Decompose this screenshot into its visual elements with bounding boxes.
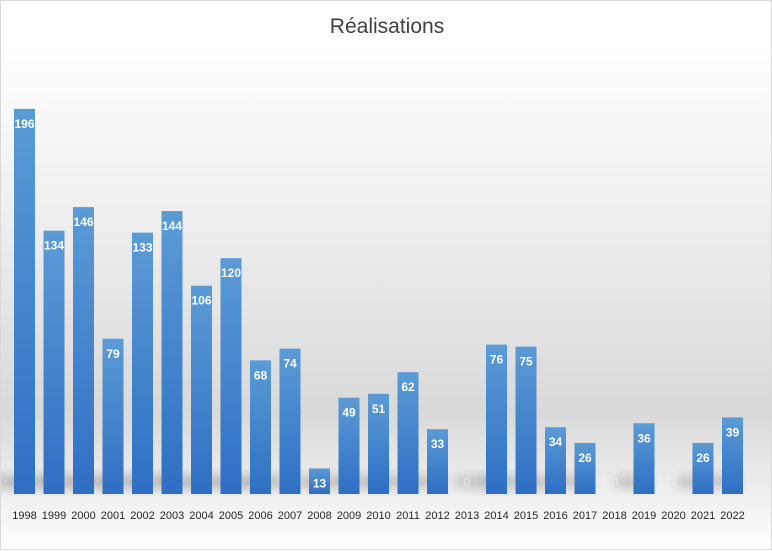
x-tick-label-2017: 2017: [573, 510, 597, 522]
bar-2019: [633, 423, 655, 494]
x-tick-label-2019: 2019: [632, 510, 656, 522]
x-tick-label-2011: 2011: [396, 510, 420, 522]
x-tick-label-2016: 2016: [543, 510, 567, 522]
bar-2022: [722, 417, 743, 494]
x-tick-label-2007: 2007: [278, 510, 302, 522]
data-label-2015: 75: [519, 355, 533, 369]
bar-2007: [279, 348, 301, 494]
bar-2010: [368, 393, 389, 494]
bar-2005: [220, 258, 242, 494]
x-tick-label-1998: 1998: [12, 510, 36, 522]
chart-title: Réalisations: [329, 15, 445, 38]
x-tick-label-2010: 2010: [366, 510, 390, 522]
bar-2015: [515, 346, 537, 494]
bar-2021: [692, 442, 714, 494]
bar-1998: [14, 108, 35, 495]
x-tick-label-2015: 2015: [514, 510, 538, 522]
data-label-2008: 13: [313, 476, 327, 490]
data-label-1998: 196: [14, 117, 34, 131]
bar-2001: [102, 338, 124, 494]
bar-2016: [545, 427, 566, 494]
x-tick-label-2022: 2022: [720, 510, 744, 522]
bar-2000: [73, 207, 94, 495]
x-tick-label-2001: 2001: [101, 510, 125, 522]
x-tick-label-1999: 1999: [42, 510, 66, 522]
x-tick-label-2009: 2009: [337, 510, 361, 522]
data-label-2022: 39: [726, 425, 740, 439]
x-axis-ticks: 1998 1999 2000 2001 2002 2003 2004 2005 2006 2007…: [12, 510, 744, 522]
data-label-2011: 62: [401, 380, 415, 394]
bar-2014: [486, 344, 507, 494]
x-tick-label-2000: 2000: [71, 510, 95, 522]
data-label-2020: 0: [670, 475, 677, 489]
data-label-2014: 76: [490, 353, 504, 367]
data-label-2021: 26: [696, 451, 710, 465]
data-label-2000: 146: [73, 215, 93, 229]
bar-2006: [250, 360, 271, 494]
x-tick-label-2012: 2012: [425, 510, 449, 522]
data-label-2001: 79: [106, 347, 120, 361]
bar-2011: [397, 372, 419, 494]
bar-2008: [309, 468, 330, 494]
data-label-2013: 0: [464, 475, 471, 489]
data-label-2016: 34: [549, 435, 563, 449]
x-tick-label-2014: 2014: [484, 510, 508, 522]
x-tick-label-2003: 2003: [160, 510, 184, 522]
data-label-2018: 0: [611, 475, 618, 489]
data-label-2003: 144: [162, 219, 182, 233]
data-label-2019: 36: [637, 431, 651, 445]
data-label-1999: 134: [44, 239, 64, 253]
bar-2003: [161, 211, 183, 495]
data-label-2002: 133: [132, 241, 152, 255]
x-tick-label-2008: 2008: [307, 510, 331, 522]
x-tick-label-2021: 2021: [691, 510, 715, 522]
data-label-2004: 106: [191, 294, 211, 308]
bar-2002: [132, 232, 153, 494]
bar-2017: [574, 442, 596, 494]
data-label-2006: 68: [254, 368, 268, 382]
x-tick-label-2020: 2020: [661, 510, 685, 522]
bar-1999: [43, 230, 65, 494]
x-tick-label-2013: 2013: [455, 510, 479, 522]
data-label-2009: 49: [342, 406, 356, 420]
data-label-2007: 74: [283, 357, 297, 371]
x-tick-label-2005: 2005: [219, 510, 243, 522]
x-tick-label-2006: 2006: [248, 510, 272, 522]
x-tick-label-2004: 2004: [189, 510, 213, 522]
data-label-2017: 26: [578, 451, 592, 465]
x-tick-label-2018: 2018: [602, 510, 626, 522]
bars: [14, 108, 743, 495]
bar-2004: [191, 285, 212, 494]
data-label-2005: 120: [221, 266, 241, 280]
data-label-2010: 51: [372, 402, 386, 416]
x-tick-label-2002: 2002: [130, 510, 154, 522]
data-label-2012: 33: [431, 437, 445, 451]
data-labels: 196 134 146 79 133 144 106 120 68 74 13 49 51 62 33 0 76…: [14, 117, 739, 491]
bar-2009: [338, 397, 360, 494]
bar-2012: [427, 429, 448, 494]
